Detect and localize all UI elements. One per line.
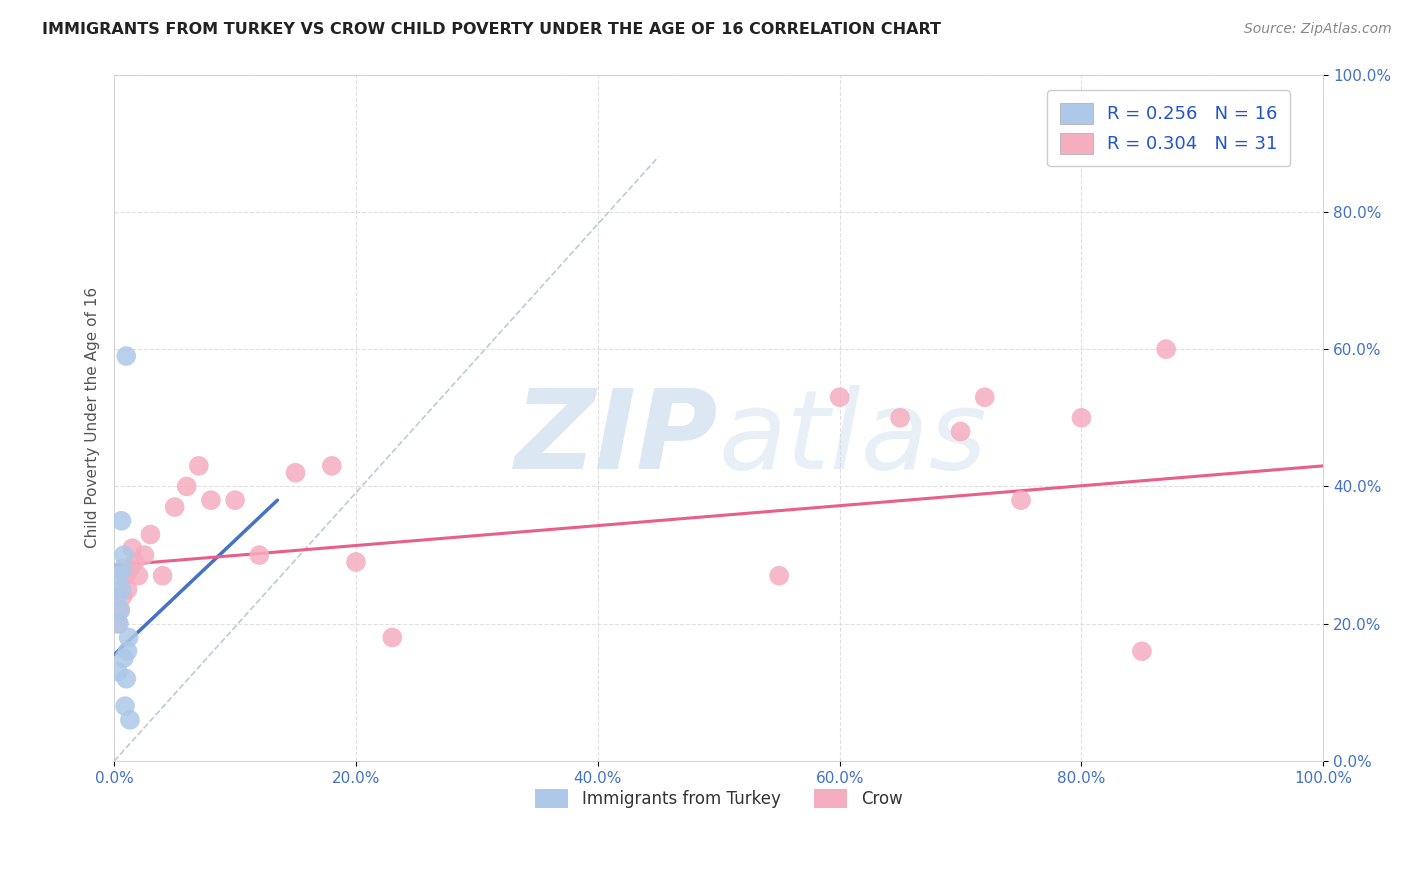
Point [118, 631, 141, 645]
Point [1010, 493, 1032, 508]
Point [127, 568, 149, 582]
Point [187, 458, 209, 473]
Y-axis label: Child Poverty Under the Age of 16: Child Poverty Under the Age of 16 [86, 287, 100, 549]
Point [344, 555, 367, 569]
Point [110, 514, 132, 528]
Point [110, 603, 132, 617]
Point [247, 548, 270, 562]
Point [321, 458, 343, 473]
Text: atlas: atlas [718, 384, 987, 491]
Point [112, 651, 135, 665]
Point [108, 616, 131, 631]
Text: IMMIGRANTS FROM TURKEY VS CROW CHILD POVERTY UNDER THE AGE OF 16 CORRELATION CHA: IMMIGRANTS FROM TURKEY VS CROW CHILD POV… [42, 22, 941, 37]
Legend: Immigrants from Turkey, Crow: Immigrants from Turkey, Crow [529, 782, 910, 814]
Point [200, 493, 222, 508]
Point [768, 568, 790, 582]
Point [110, 603, 132, 617]
Point [111, 590, 134, 604]
Point [117, 644, 139, 658]
Point [973, 390, 995, 404]
Point [114, 699, 136, 714]
Point [115, 672, 138, 686]
Point [139, 527, 162, 541]
Point [134, 548, 156, 562]
Point [107, 665, 129, 679]
Point [828, 390, 851, 404]
Point [121, 541, 143, 556]
Point [110, 582, 132, 597]
Point [1130, 644, 1153, 658]
Point [111, 562, 134, 576]
Point [115, 349, 138, 363]
Point [118, 562, 141, 576]
Point [124, 555, 146, 569]
Point [108, 568, 131, 582]
Point [1070, 410, 1092, 425]
Text: Source: ZipAtlas.com: Source: ZipAtlas.com [1244, 22, 1392, 37]
Point [112, 548, 135, 562]
Point [381, 631, 404, 645]
Point [949, 425, 972, 439]
Point [118, 713, 141, 727]
Point [1154, 342, 1177, 356]
Point [114, 568, 136, 582]
Point [176, 479, 198, 493]
Point [107, 616, 129, 631]
Point [152, 568, 174, 582]
Point [284, 466, 307, 480]
Point [107, 590, 129, 604]
Point [889, 410, 911, 425]
Point [224, 493, 246, 508]
Text: ZIP: ZIP [515, 384, 718, 491]
Point [163, 500, 186, 514]
Point [117, 582, 139, 597]
